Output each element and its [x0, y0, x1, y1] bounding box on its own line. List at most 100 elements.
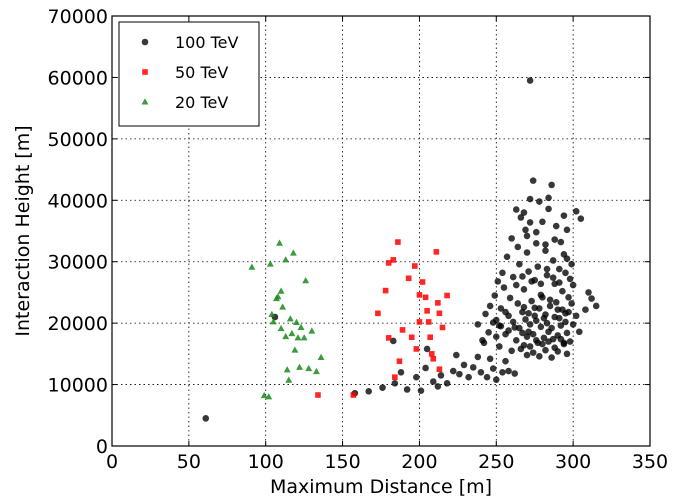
data-point: [585, 289, 592, 296]
data-point: [551, 236, 558, 243]
data-point: [497, 305, 505, 312]
data-point: [509, 273, 517, 281]
data-point: [427, 334, 433, 341]
data-point: [389, 337, 397, 345]
data-point: [523, 351, 531, 359]
data-point: [485, 329, 492, 336]
data-point: [379, 384, 386, 391]
data-point: [474, 353, 482, 361]
data-point: [405, 275, 412, 282]
data-point: [506, 294, 514, 302]
data-point: [286, 315, 294, 322]
data-point: [266, 260, 274, 267]
legend-marker: [142, 69, 148, 75]
data-point: [505, 327, 512, 334]
data-point: [542, 241, 549, 248]
data-point: [575, 328, 583, 336]
data-point: [516, 260, 523, 268]
y-tick-label: 10000: [48, 375, 108, 397]
data-point: [523, 333, 531, 340]
data-point: [526, 77, 534, 84]
data-point: [552, 298, 560, 306]
data-point: [385, 335, 392, 341]
data-point: [479, 337, 486, 344]
data-point: [559, 287, 566, 295]
data-point: [568, 300, 575, 307]
data-point: [557, 322, 565, 329]
data-point: [408, 334, 415, 341]
data-point: [556, 279, 563, 286]
data-point: [397, 368, 405, 376]
data-point: [460, 361, 468, 369]
data-point: [582, 306, 589, 313]
data-point: [545, 205, 552, 213]
legend-label: 20 TeV: [175, 93, 228, 112]
data-point: [296, 363, 303, 370]
data-point: [588, 295, 595, 302]
data-point: [497, 322, 505, 330]
data-point: [525, 268, 532, 275]
data-point: [416, 292, 423, 298]
data-point: [512, 337, 520, 344]
data-point: [569, 281, 577, 289]
data-point: [563, 350, 571, 358]
data-point: [500, 284, 508, 291]
data-point: [302, 276, 310, 284]
data-point: [474, 321, 482, 328]
data-point: [305, 364, 313, 372]
data-point: [392, 374, 398, 381]
data-point: [522, 316, 529, 323]
data-point: [526, 195, 534, 203]
data-point: [456, 370, 463, 378]
data-point: [517, 214, 525, 221]
x-tick-label: 200: [401, 451, 437, 473]
data-point: [391, 380, 399, 387]
data-point: [505, 367, 512, 375]
data-point: [549, 274, 557, 281]
data-point: [274, 292, 282, 300]
x-tick-label: 50: [177, 451, 201, 473]
x-tick-label: 300: [555, 451, 591, 473]
data-point: [413, 373, 420, 381]
data-point: [422, 364, 429, 372]
data-point: [282, 256, 290, 263]
data-point: [276, 239, 283, 246]
data-point: [469, 364, 477, 371]
data-point: [396, 358, 403, 365]
data-point: [520, 341, 528, 349]
data-point: [516, 324, 523, 332]
data-point: [453, 351, 460, 359]
data-point: [430, 355, 437, 362]
data-point: [523, 232, 531, 240]
data-point: [565, 308, 572, 316]
data-point: [434, 383, 442, 390]
data-point: [417, 387, 425, 395]
data-point: [350, 392, 357, 398]
data-point: [444, 292, 450, 299]
data-point: [279, 303, 287, 310]
axis-ticks: [111, 15, 651, 447]
x-tick-label: 100: [248, 451, 284, 473]
series-2: [248, 239, 325, 400]
y-tick-label: 20000: [48, 313, 108, 335]
plot-frame: [111, 15, 651, 447]
data-point: [536, 353, 543, 360]
data-point: [532, 317, 540, 324]
data-point: [542, 311, 549, 318]
data-point: [560, 212, 568, 219]
data-point: [559, 306, 566, 313]
data-point: [529, 349, 537, 356]
data-point: [522, 226, 529, 234]
data-point: [282, 332, 290, 340]
data-point: [534, 263, 542, 270]
data-point: [519, 329, 526, 337]
data-point: [423, 345, 431, 353]
data-point: [436, 366, 443, 373]
data-point: [526, 343, 534, 350]
data-point: [525, 310, 532, 317]
x-tick-label: 0: [106, 451, 118, 473]
data-point: [560, 339, 568, 347]
data-point: [429, 378, 437, 385]
data-point: [277, 287, 285, 294]
data-point: [552, 222, 560, 230]
